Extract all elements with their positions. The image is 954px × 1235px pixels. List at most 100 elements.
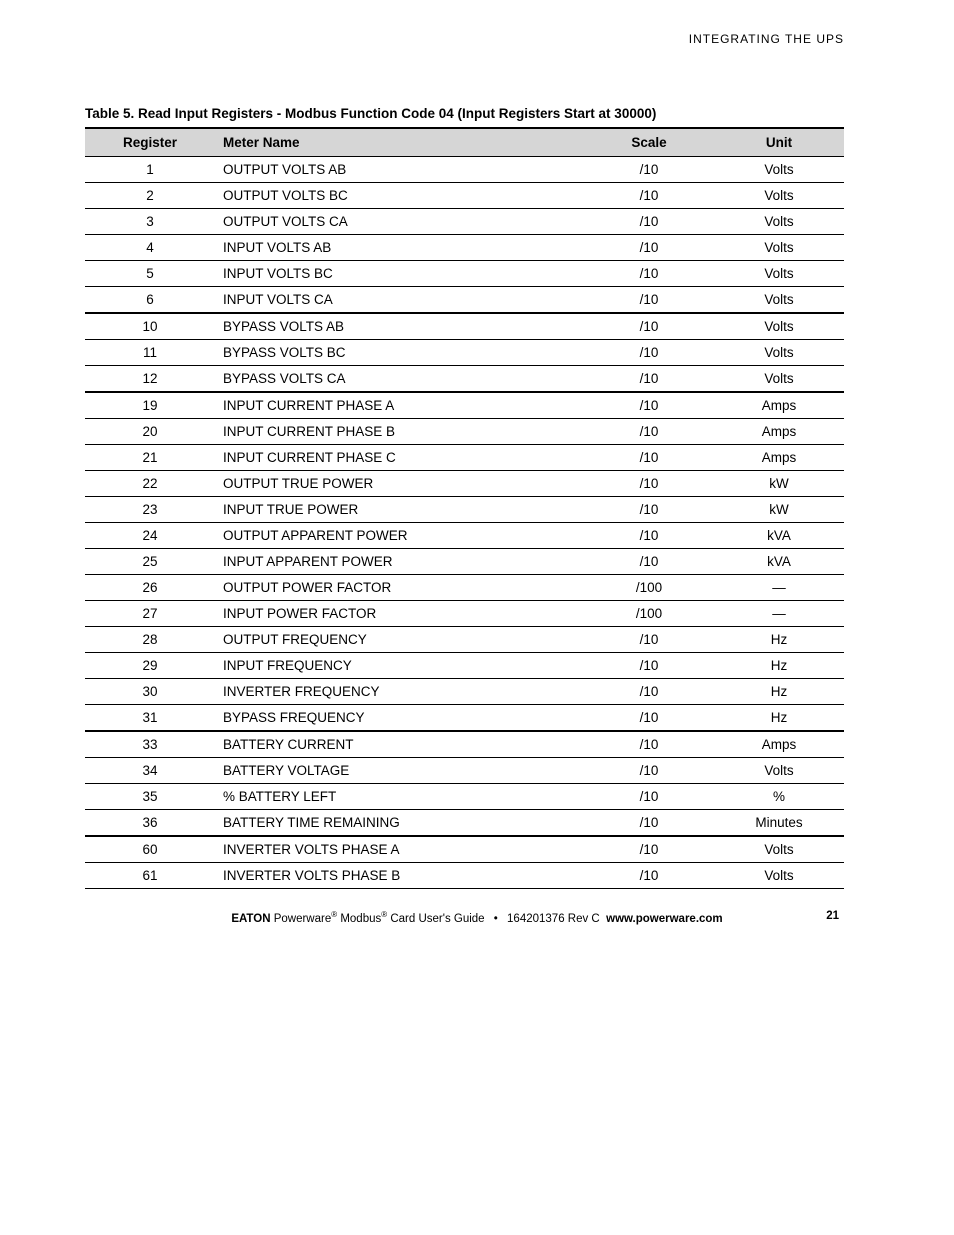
- cell-meter-name: INVERTER VOLTS PHASE A: [215, 836, 584, 863]
- cell-meter-name: OUTPUT VOLTS BC: [215, 183, 584, 209]
- cell-register: 23: [85, 497, 215, 523]
- cell-register: 5: [85, 261, 215, 287]
- cell-meter-name: OUTPUT POWER FACTOR: [215, 575, 584, 601]
- cell-register: 12: [85, 366, 215, 393]
- cell-register: 61: [85, 863, 215, 889]
- cell-scale: /10: [584, 523, 714, 549]
- cell-unit: Volts: [714, 287, 844, 314]
- table-row: 26OUTPUT POWER FACTOR/100—: [85, 575, 844, 601]
- col-header-unit: Unit: [714, 128, 844, 157]
- cell-register: 30: [85, 679, 215, 705]
- cell-meter-name: INPUT TRUE POWER: [215, 497, 584, 523]
- cell-meter-name: INPUT VOLTS BC: [215, 261, 584, 287]
- cell-unit: —: [714, 575, 844, 601]
- cell-register: 28: [85, 627, 215, 653]
- cell-register: 25: [85, 549, 215, 575]
- cell-meter-name: OUTPUT FREQUENCY: [215, 627, 584, 653]
- table-row: 28OUTPUT FREQUENCY/10Hz: [85, 627, 844, 653]
- cell-scale: /10: [584, 157, 714, 183]
- cell-unit: Hz: [714, 653, 844, 679]
- cell-register: 20: [85, 419, 215, 445]
- cell-scale: /100: [584, 601, 714, 627]
- table-row: 27INPUT POWER FACTOR/100—: [85, 601, 844, 627]
- cell-register: 36: [85, 810, 215, 837]
- cell-register: 27: [85, 601, 215, 627]
- table-row: 23INPUT TRUE POWER/10kW: [85, 497, 844, 523]
- cell-meter-name: OUTPUT APPARENT POWER: [215, 523, 584, 549]
- cell-scale: /10: [584, 679, 714, 705]
- footer-sep-icon: [488, 913, 504, 925]
- cell-meter-name: INPUT VOLTS AB: [215, 235, 584, 261]
- table-row: 6INPUT VOLTS CA/10Volts: [85, 287, 844, 314]
- cell-register: 10: [85, 313, 215, 340]
- footer-product: Powerware: [271, 913, 332, 925]
- cell-meter-name: BYPASS VOLTS AB: [215, 313, 584, 340]
- running-head: INTEGRATING THE UPS: [85, 32, 844, 46]
- col-header-register: Register: [85, 128, 215, 157]
- table-row: 34BATTERY VOLTAGE/10Volts: [85, 758, 844, 784]
- cell-scale: /10: [584, 836, 714, 863]
- cell-meter-name: INPUT APPARENT POWER: [215, 549, 584, 575]
- cell-register: 22: [85, 471, 215, 497]
- cell-unit: Volts: [714, 313, 844, 340]
- table-row: 19INPUT CURRENT PHASE A/10Amps: [85, 392, 844, 419]
- cell-meter-name: BYPASS VOLTS BC: [215, 340, 584, 366]
- cell-meter-name: OUTPUT VOLTS CA: [215, 209, 584, 235]
- cell-scale: /10: [584, 209, 714, 235]
- cell-meter-name: BYPASS VOLTS CA: [215, 366, 584, 393]
- cell-meter-name: INPUT FREQUENCY: [215, 653, 584, 679]
- table-row: 12BYPASS VOLTS CA/10Volts: [85, 366, 844, 393]
- cell-meter-name: BATTERY CURRENT: [215, 731, 584, 758]
- cell-register: 29: [85, 653, 215, 679]
- cell-scale: /100: [584, 575, 714, 601]
- footer-page-number: 21: [826, 910, 839, 922]
- cell-register: 34: [85, 758, 215, 784]
- cell-meter-name: INPUT CURRENT PHASE C: [215, 445, 584, 471]
- cell-unit: Volts: [714, 758, 844, 784]
- cell-scale: /10: [584, 863, 714, 889]
- cell-meter-name: INPUT VOLTS CA: [215, 287, 584, 314]
- table-row: 36BATTERY TIME REMAINING/10Minutes: [85, 810, 844, 837]
- cell-register: 4: [85, 235, 215, 261]
- cell-unit: Minutes: [714, 810, 844, 837]
- cell-unit: Volts: [714, 183, 844, 209]
- table-row: 61INVERTER VOLTS PHASE B/10Volts: [85, 863, 844, 889]
- table-row: 60INVERTER VOLTS PHASE A/10Volts: [85, 836, 844, 863]
- cell-register: 2: [85, 183, 215, 209]
- cell-scale: /10: [584, 235, 714, 261]
- cell-unit: Volts: [714, 863, 844, 889]
- cell-unit: Volts: [714, 261, 844, 287]
- cell-meter-name: INPUT CURRENT PHASE B: [215, 419, 584, 445]
- table-row: 20INPUT CURRENT PHASE B/10Amps: [85, 419, 844, 445]
- cell-register: 35: [85, 784, 215, 810]
- cell-unit: Volts: [714, 235, 844, 261]
- table-row: 10BYPASS VOLTS AB/10Volts: [85, 313, 844, 340]
- col-header-scale: Scale: [584, 128, 714, 157]
- cell-scale: /10: [584, 810, 714, 837]
- table-title: Table 5. Read Input Registers - Modbus F…: [85, 106, 844, 121]
- table-body: 1OUTPUT VOLTS AB/10Volts2OUTPUT VOLTS BC…: [85, 157, 844, 889]
- cell-unit: Volts: [714, 209, 844, 235]
- cell-scale: /10: [584, 758, 714, 784]
- cell-unit: —: [714, 601, 844, 627]
- cell-scale: /10: [584, 287, 714, 314]
- cell-scale: /10: [584, 627, 714, 653]
- table-row: 29INPUT FREQUENCY/10Hz: [85, 653, 844, 679]
- cell-register: 26: [85, 575, 215, 601]
- footer-url: www.powerware.com: [606, 913, 723, 925]
- cell-meter-name: INVERTER VOLTS PHASE B: [215, 863, 584, 889]
- cell-scale: /10: [584, 653, 714, 679]
- cell-register: 3: [85, 209, 215, 235]
- cell-unit: Amps: [714, 731, 844, 758]
- table-header-row: Register Meter Name Scale Unit: [85, 128, 844, 157]
- table-row: 30INVERTER FREQUENCY/10Hz: [85, 679, 844, 705]
- cell-register: 33: [85, 731, 215, 758]
- cell-scale: /10: [584, 445, 714, 471]
- cell-register: 21: [85, 445, 215, 471]
- cell-scale: /10: [584, 784, 714, 810]
- cell-meter-name: BATTERY TIME REMAINING: [215, 810, 584, 837]
- page-footer: EATON Powerware® Modbus® Card User's Gui…: [0, 910, 954, 925]
- table-row: 22OUTPUT TRUE POWER/10kW: [85, 471, 844, 497]
- footer-brand: EATON: [231, 913, 270, 925]
- table-row: 5INPUT VOLTS BC/10Volts: [85, 261, 844, 287]
